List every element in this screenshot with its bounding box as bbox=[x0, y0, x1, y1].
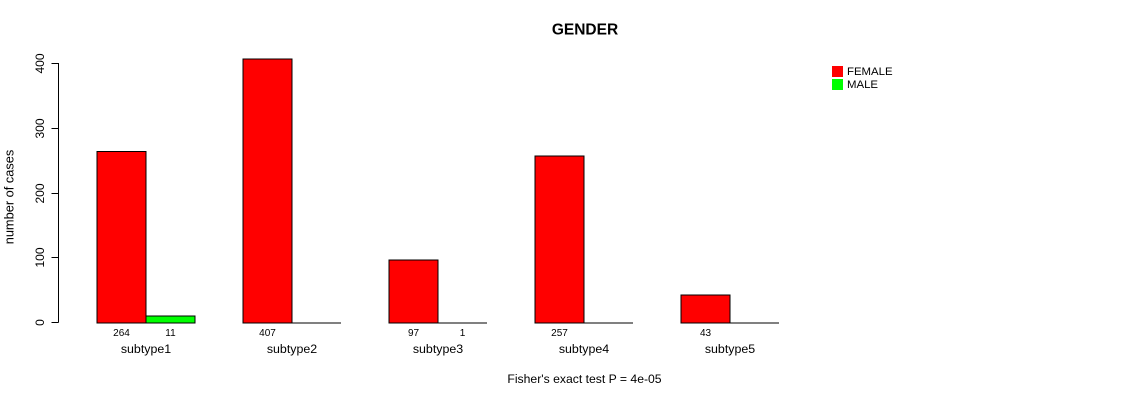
svg-text:200: 200 bbox=[33, 183, 47, 203]
svg-text:407: 407 bbox=[259, 328, 276, 339]
svg-text:97: 97 bbox=[408, 328, 420, 339]
svg-text:11: 11 bbox=[165, 328, 176, 339]
svg-text:GENDER: GENDER bbox=[552, 22, 618, 39]
svg-text:subtype4: subtype4 bbox=[559, 342, 609, 356]
svg-text:subtype2: subtype2 bbox=[267, 342, 317, 356]
svg-text:43: 43 bbox=[700, 328, 712, 339]
svg-text:100: 100 bbox=[33, 247, 47, 267]
svg-text:264: 264 bbox=[113, 328, 130, 339]
svg-text:300: 300 bbox=[33, 118, 47, 138]
svg-text:257: 257 bbox=[551, 328, 568, 339]
svg-text:FEMALE: FEMALE bbox=[847, 66, 893, 78]
svg-text:subtype3: subtype3 bbox=[413, 342, 463, 356]
svg-text:subtype1: subtype1 bbox=[121, 342, 171, 356]
svg-text:1: 1 bbox=[460, 328, 466, 339]
svg-text:Fisher's exact test P = 4e-05: Fisher's exact test P = 4e-05 bbox=[507, 372, 661, 386]
svg-text:0: 0 bbox=[33, 319, 47, 326]
svg-text:number of cases: number of cases bbox=[2, 150, 17, 245]
svg-text:400: 400 bbox=[33, 53, 47, 73]
svg-text:MALE: MALE bbox=[847, 79, 878, 91]
svg-text:subtype5: subtype5 bbox=[705, 342, 755, 356]
